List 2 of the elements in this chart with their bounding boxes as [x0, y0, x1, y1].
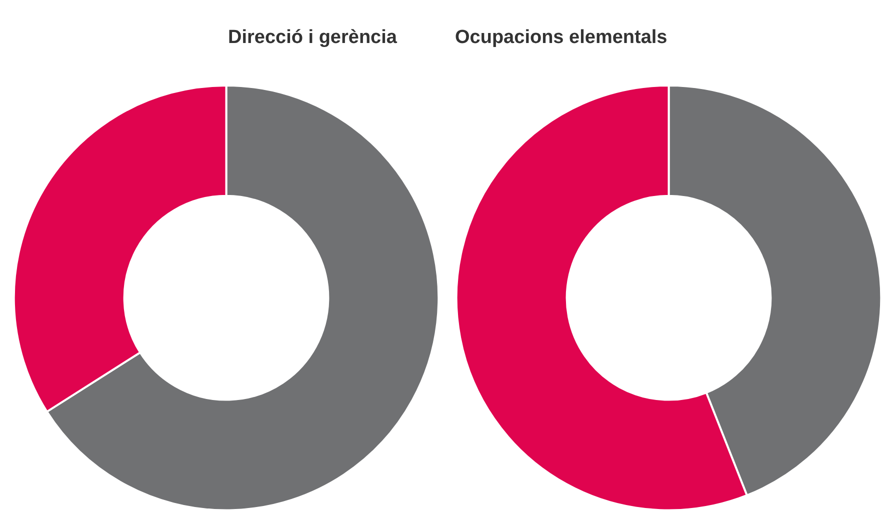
chart-title: Ocupacions elementals	[455, 27, 668, 48]
chart-title: Direcció i gerència	[228, 27, 398, 48]
